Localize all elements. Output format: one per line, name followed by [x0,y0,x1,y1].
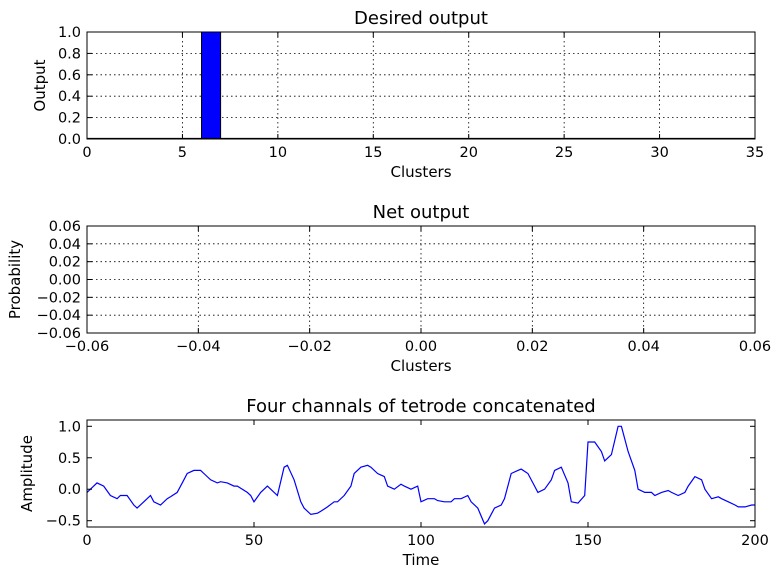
y-axis-label: Amplitude [18,435,36,512]
y-tick-label: −0.04 [37,308,81,324]
y-tick-label: 1.0 [58,419,81,435]
chart-panel-3: 0 50 100 150 200 −0.5 0.0 0.5 1.0 Four channals o… [18,396,769,569]
x-tick-label: 0 [82,145,91,161]
y-tick-label: 0.6 [58,68,81,84]
x-tick-label: 35 [746,145,764,161]
plot-frame [86,31,756,140]
x-tick-label: 10 [269,145,287,161]
y-tick-label: −0.5 [46,514,81,530]
bar-0 [201,31,222,140]
x-tick-label: 25 [555,145,573,161]
y-tick-label: 0.2 [58,111,81,127]
y-axis-label: Probability [6,240,24,319]
x-tick-label: 0 [82,533,91,549]
chart-panel-1: 0 5 10 15 20 25 30 35 0.0 0.2 0.4 0.6 0.8 1.0 Desired … [31,8,764,181]
y-tick-label: 0.8 [58,46,81,62]
x-axis-label: Clusters [390,163,451,181]
y-tick-label: 0.0 [58,132,81,148]
x-tick-label: 0.02 [516,339,548,355]
x-tick-label: 0.06 [739,339,771,355]
x-tick-label: −0.04 [176,339,220,355]
y-axis-label: Output [31,59,49,111]
x-axis-label: Clusters [390,357,451,375]
x-tick-label: 100 [407,533,435,549]
x-tick-label: 50 [245,533,263,549]
y-tick-label: 0.06 [49,219,81,235]
x-tick-label: 15 [364,145,382,161]
x-tick-label: 20 [459,145,477,161]
chart-panel-2: −0.06 −0.04 −0.02 0.00 0.02 0.04 0.06−0.06−0.0… [6,202,771,375]
y-tick-label: −0.02 [37,290,81,306]
y-tick-label: 1.0 [58,25,81,41]
chart-title: Four channals of tetrode concatenated [246,396,595,417]
x-tick-label: −0.02 [287,339,331,355]
x-axis-label: Time [402,551,440,569]
y-tick-label: 0.4 [58,89,81,105]
series-line [86,425,755,525]
y-tick-label: 0.02 [49,255,81,271]
x-tick-label: 5 [178,145,187,161]
x-tick-label: 0.00 [405,339,437,355]
y-tick-label: −0.06 [37,326,81,342]
chart-title: Desired output [354,8,488,29]
x-tick-label: 150 [574,533,602,549]
y-tick-label: 0.0 [58,482,81,498]
y-tick-label: 0.00 [49,273,81,289]
chart-title: Net output [373,202,470,223]
x-tick-label: 200 [741,533,769,549]
x-tick-label: 0.04 [628,339,660,355]
x-tick-label: −0.06 [65,339,109,355]
x-tick-label: 30 [650,145,668,161]
y-tick-label: 0.04 [49,237,81,253]
y-tick-label: 0.5 [58,451,81,467]
